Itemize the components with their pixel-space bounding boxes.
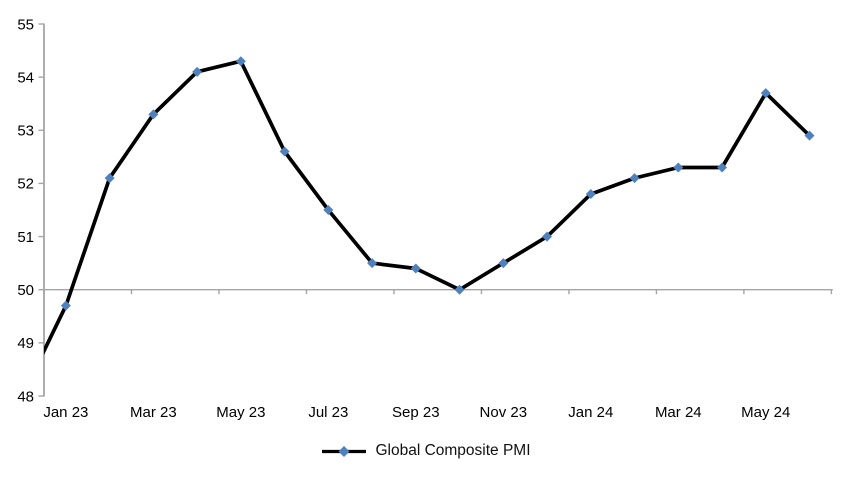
x-axis-tick-label: May 23 [216,404,265,421]
data-point-marker [717,162,728,173]
data-point-marker [454,284,465,295]
y-axis-tick-label: 51 [17,229,34,246]
data-point-marker [585,189,596,200]
x-axis-tick-label: Jul 23 [308,404,348,421]
data-point-marker [60,300,71,311]
y-axis-tick-label: 54 [17,69,34,86]
x-axis-tick-label: Sep 23 [392,404,440,421]
legend-line-marker-icon [322,445,367,457]
y-axis-tick-label: 52 [17,176,34,193]
x-axis-tick-label: May 24 [741,404,790,421]
data-point-marker [367,258,378,269]
data-point-marker [629,173,640,184]
y-axis-tick-label: 50 [17,282,34,299]
data-point-marker [323,205,334,215]
data-point-marker [148,109,159,120]
y-axis-tick-label: 48 [17,388,34,405]
x-axis-tick-label: Mar 23 [130,404,177,421]
y-axis-tick-label: 55 [17,16,34,33]
data-point-marker [192,66,203,77]
data-point-marker [235,56,246,67]
legend: Global Composite PMI [0,440,852,462]
pmi-series-line [44,59,812,356]
data-point-marker [673,162,684,173]
x-axis-tick-label: Jan 24 [568,404,613,421]
data-point-marker [542,231,553,242]
legend-marker-icon [338,445,350,457]
data-point-marker [104,173,115,184]
data-point-marker [410,263,421,274]
x-axis-tick-label: Nov 23 [480,404,528,421]
data-point-marker [760,88,771,99]
legend-label: Global Composite PMI [375,442,531,459]
data-point-marker [279,146,290,157]
data-point-marker [498,258,509,269]
x-axis-tick-label: Jan 23 [43,404,88,421]
y-axis-tick-label: 49 [17,335,34,352]
x-axis-tick-label: Mar 24 [655,404,702,421]
y-axis-tick-label: 53 [17,123,34,140]
data-point-marker [804,130,815,141]
